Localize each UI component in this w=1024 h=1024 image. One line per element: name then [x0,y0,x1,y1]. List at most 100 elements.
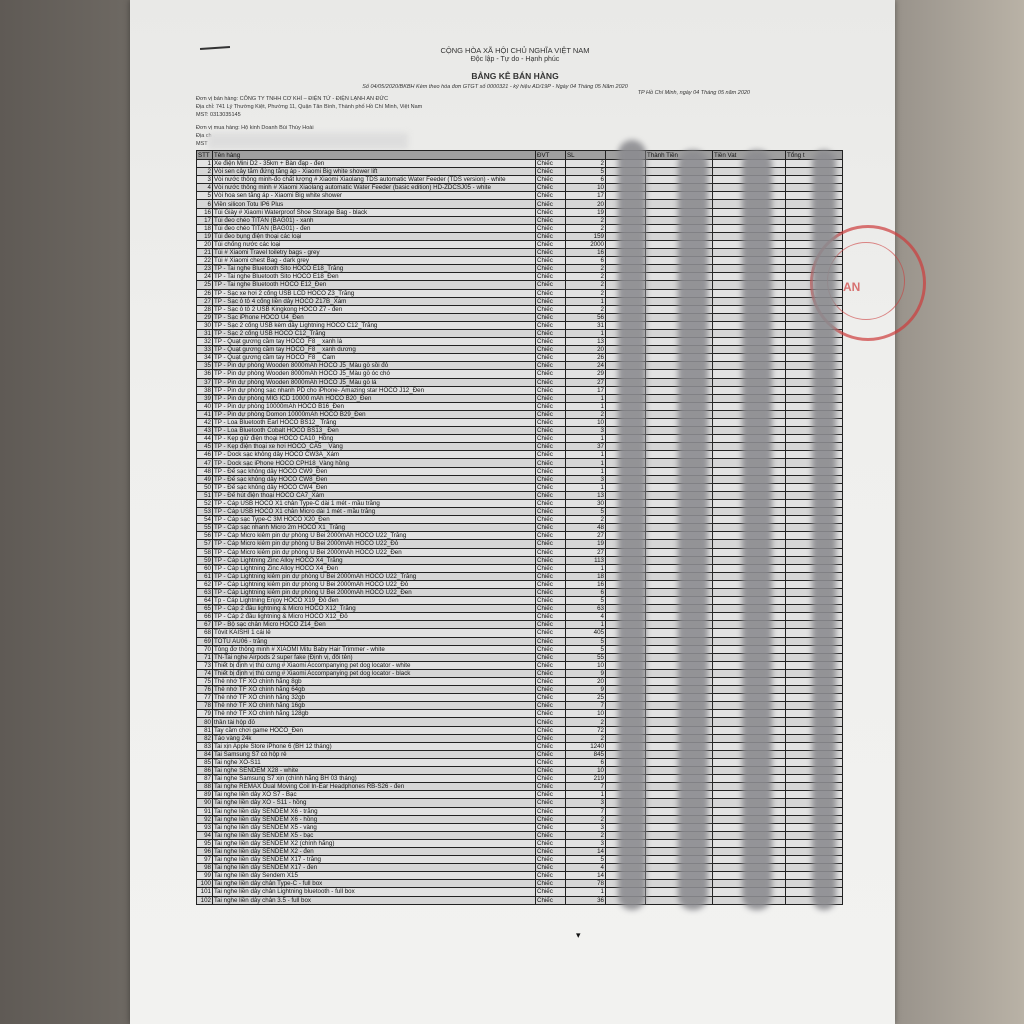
row-number: 66 [196,612,213,622]
item-name: Tai nghe liền dây SENDEM X6 - hồng [212,814,536,824]
unit: Chiếc [535,353,566,363]
item-name: TP - Cáp Micro kiêm pin dự phòng U Bei 2… [212,547,536,557]
unit: Chiếc [535,571,566,581]
item-name: TP - Pin dự phòng Wooden 8000mAh HOCO J5… [212,377,536,387]
quantity: 10 [565,766,606,776]
row-number: 90 [196,798,213,808]
unit: Chiếc [535,409,566,420]
unit: Chiếc [535,296,566,306]
unit: Chiếc [535,871,566,881]
row-number: 45 [196,442,213,452]
redaction-blur [618,140,646,910]
item-name: thần tài hộp đỏ [212,717,536,727]
unit: Chiếc [535,846,566,857]
unit: Chiếc [535,806,566,816]
row-number: 57 [196,539,213,549]
item-name: TP - Cáp Micro kiêm pin dự phòng U Bei 2… [212,531,536,541]
pen-dot: ▾ [576,930,581,940]
row-number: 31 [196,328,213,339]
item-name: Tai nghe XO-S11 [212,757,536,768]
unit: Chiếc [535,790,566,800]
unit: Chiếc [535,490,566,500]
unit: Chiếc [535,280,566,290]
unit: Chiếc [535,757,566,768]
item-name: Tai nghe liền dây SENDEM X2 (chính hãng) [212,838,536,848]
quantity: 72 [565,725,606,735]
unit: Chiếc [535,304,566,314]
item-name: Tay cầm chơi game HOCO_Đen [212,725,536,735]
quantity: 26 [565,353,606,363]
seller-address: Địa chỉ: 741 Lý Thường Kiệt, Phường 11, … [196,104,423,110]
item-name: Túi # Xiaomi Travel toiletry bags - grey [212,248,536,258]
buyer-address-label: Địa ch [196,133,212,139]
quantity: 6 [565,256,606,266]
unit: Chiếc [535,345,566,355]
row-number: 39 [196,393,213,403]
redacted-buyer-info [208,133,408,149]
row-number: 93 [196,822,213,832]
row-number: 86 [196,766,213,776]
unit: Chiếc [535,401,566,411]
unit: Chiếc [535,312,566,322]
row-number: 76 [196,685,213,695]
quantity: 10 [565,417,606,428]
buyer-name: Đơn vị mua hàng: Hộ kinh Doanh Bùi Thùy … [196,125,314,131]
row-number: 70 [196,644,213,654]
quantity: 405 [565,628,606,638]
unit: Chiếc [535,523,566,533]
row-number: 43 [196,426,213,436]
item-name: Thẻ nhớ TF XO chính hãng 64gb [212,685,536,695]
item-name: TP - Cáp USB HOCO X1 chân Micro dài 1 mé… [212,507,536,517]
buyer-tax-label: MST [196,141,208,147]
quantity: 24 [565,361,606,371]
quantity: 10 [565,183,606,193]
row-number: 5 [196,191,213,201]
row-number: 65 [196,604,213,614]
row-number: 18 [196,223,213,233]
item-name: Tai nghe liền dây Sendem X15 [212,871,536,881]
unit: Chiếc [535,531,566,541]
unit: Chiếc [535,717,566,727]
unit: Chiếc [535,239,566,250]
item-name: TP - Pin dự phòng Wooden 8000mAh HOCO J5… [212,369,536,379]
unit: Chiếc [535,693,566,703]
document-reference: Số 04/05/2020/BKBH Kèm theo hóa đơn GTGT… [362,84,628,90]
quantity: 29 [565,369,606,379]
quantity: 6 [565,757,606,768]
row-number: 64 [196,596,213,606]
row-number: 30 [196,320,213,330]
unit: Chiếc [535,183,566,193]
unit: Chiếc [535,895,566,905]
quantity: 17 [565,191,606,201]
item-name: Túi # Xiaomi chest Bag - dark grey [212,256,536,266]
quantity: 18 [565,571,606,581]
unit: Chiếc [535,774,566,784]
item-name: TP - Sạc xe hơi 2 cổng USB LCD HOCO Z3_T… [212,288,536,298]
row-number: 46 [196,450,213,460]
unit: Chiếc [535,782,566,792]
row-number: 69 [196,636,213,646]
quantity: 3 [565,474,606,484]
item-name: TP - Đế sạc không dây HOCO CW8_Đen [212,474,536,484]
row-number: 51 [196,490,213,500]
item-name: TP - Loa Bluetooth Cobalt HOCO BS13_ Đen [212,426,536,436]
row-number: 24 [196,272,213,282]
quantity: 113 [565,555,606,565]
item-name: Túi chống nước các loại [212,239,536,250]
item-name: Tai nghe liền dây SENDEM X17 - đen [212,863,536,873]
quantity: 6 [565,587,606,598]
row-number: 88 [196,782,213,792]
place-date: TP Hồ Chí Minh, ngày 04 Tháng 05 năm 202… [637,90,750,96]
row-number: 55 [196,523,213,533]
item-name: Vòi nước thông minh-đo chất lượng # Xiao… [212,175,536,185]
item-name: Thẻ nhớ TF XO chính hãng 16gb [212,701,536,711]
item-name: Tp - Cáp Lightning Enjoy HOCO X19_Đỏ đen [212,596,536,606]
item-name: Tai nghe SENDEM X28 - white [212,766,536,776]
row-number: 81 [196,725,213,735]
item-name: TP - Tai nghe Bluetooth HOCO E12_Đen [212,280,536,290]
row-number: 62 [196,579,213,589]
item-name: TP - Cáp sạc nhanh Micro 2m HOCO X1_Trắn… [212,523,536,533]
unit: Chiếc [535,191,566,201]
item-name: TP - Pin dự phòng 10000mAh HOCO B16_Đen [212,401,536,411]
row-number: 85 [196,757,213,768]
